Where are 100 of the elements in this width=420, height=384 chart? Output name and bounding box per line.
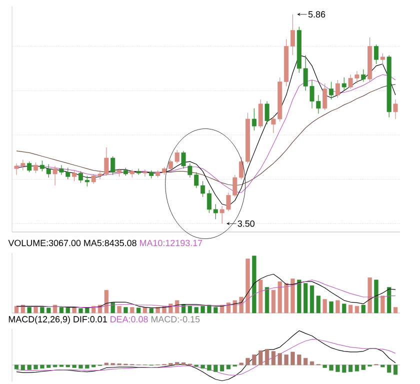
bar xyxy=(214,307,218,314)
bar xyxy=(136,308,141,314)
chart-title: VOLUME:3067.00 xyxy=(8,240,81,246)
candlestick xyxy=(393,99,398,120)
bar xyxy=(368,277,372,314)
bar xyxy=(149,308,154,314)
bar xyxy=(175,362,180,366)
candlestick xyxy=(52,166,58,186)
candlestick xyxy=(142,169,148,177)
bar xyxy=(380,364,385,368)
bar xyxy=(130,307,134,314)
candlestick xyxy=(27,161,32,172)
candlestick xyxy=(380,53,385,66)
bar xyxy=(59,307,64,314)
bar xyxy=(27,364,32,370)
candlestick xyxy=(361,69,366,82)
bar xyxy=(374,280,378,314)
bar xyxy=(46,308,51,314)
candlestick xyxy=(206,190,212,214)
bar xyxy=(239,362,244,366)
bar xyxy=(142,307,148,314)
candlestick xyxy=(136,168,141,176)
bar xyxy=(322,364,327,368)
bar xyxy=(271,290,276,314)
bar xyxy=(72,307,76,314)
bar xyxy=(124,307,128,314)
candlestick xyxy=(84,175,90,187)
bar xyxy=(40,307,44,314)
text: MACD:-0.15 xyxy=(151,316,200,322)
bar xyxy=(393,307,398,314)
bar xyxy=(194,307,198,314)
candlestick xyxy=(290,14,295,56)
text: DEA:0.08 xyxy=(110,316,148,322)
bar xyxy=(66,364,70,368)
bar xyxy=(297,354,302,366)
bar xyxy=(104,362,109,366)
bar xyxy=(117,306,122,314)
candlestick xyxy=(200,180,206,198)
text: MA10:12193.17 xyxy=(140,240,202,246)
bar xyxy=(252,256,256,314)
bar xyxy=(297,280,302,314)
bar xyxy=(336,300,340,314)
candlestick xyxy=(335,80,340,98)
bar xyxy=(380,296,385,314)
annotation: 3.50 xyxy=(238,220,254,227)
bar xyxy=(316,296,320,314)
bar xyxy=(342,364,346,373)
candlestick xyxy=(213,204,218,220)
bar xyxy=(214,364,218,372)
candlestick xyxy=(322,83,328,110)
bar xyxy=(92,364,96,368)
bar xyxy=(336,364,340,372)
bar xyxy=(66,308,70,314)
bar xyxy=(72,364,76,368)
bar xyxy=(92,306,96,314)
bar xyxy=(290,278,295,314)
candlestick xyxy=(72,170,77,182)
bar xyxy=(284,354,288,366)
candlestick xyxy=(78,171,83,184)
bar xyxy=(264,287,270,314)
bar xyxy=(393,364,398,375)
candlestick xyxy=(34,162,38,174)
bar xyxy=(252,354,256,366)
bar xyxy=(361,304,366,314)
candlestick xyxy=(342,77,346,91)
bar xyxy=(52,304,58,314)
bar xyxy=(278,281,282,314)
bar xyxy=(246,358,250,366)
candlestick xyxy=(329,81,334,100)
bar xyxy=(246,258,250,314)
bar xyxy=(40,364,44,369)
bar xyxy=(329,364,334,371)
bar xyxy=(207,364,212,371)
bar xyxy=(284,283,288,314)
bar xyxy=(258,350,263,366)
candlestick xyxy=(252,108,256,131)
bar xyxy=(387,364,392,373)
candlestick xyxy=(110,156,116,176)
bar xyxy=(342,304,346,314)
candlestick xyxy=(258,99,263,128)
chart-title: MACD(12,26,9) xyxy=(8,316,70,324)
bar xyxy=(200,306,205,314)
bar xyxy=(258,280,263,314)
text: MA5:8435.08 xyxy=(84,240,136,246)
bar xyxy=(78,364,83,369)
bar xyxy=(361,364,366,370)
bar xyxy=(322,299,327,314)
bar xyxy=(85,364,90,369)
annotation: 5.86 xyxy=(308,11,326,18)
bar xyxy=(290,352,295,366)
bar xyxy=(329,301,334,314)
bar xyxy=(200,364,205,369)
text: DIF:0.01 xyxy=(74,316,107,322)
bar xyxy=(27,307,32,314)
candlestick xyxy=(374,44,378,64)
bar xyxy=(110,302,115,314)
bar xyxy=(278,353,282,366)
bar xyxy=(78,308,83,314)
bar xyxy=(387,287,392,314)
bar xyxy=(46,364,51,368)
